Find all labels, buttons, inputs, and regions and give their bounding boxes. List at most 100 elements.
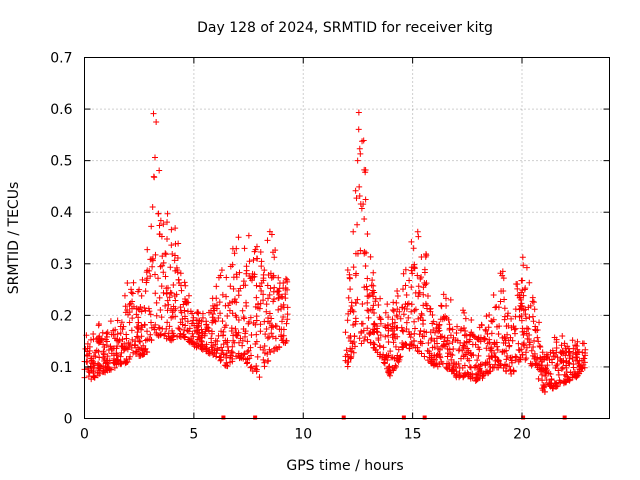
data-point: [563, 358, 570, 365]
data-point: [403, 306, 410, 313]
data-point: [160, 269, 167, 276]
data-point: [216, 299, 223, 306]
data-point: [392, 335, 399, 342]
data-point: [280, 304, 287, 311]
data-point: [228, 325, 235, 332]
y-tick-labels: 0 0.1 0.2 0.3 0.4 0.5 0.6 0.7: [50, 51, 72, 428]
data-point: [506, 363, 513, 370]
data-point: [530, 343, 537, 350]
data-point: [143, 348, 150, 355]
data-point: [264, 237, 271, 244]
data-point: [126, 301, 133, 308]
data-point: [223, 339, 230, 346]
data-point: [253, 294, 260, 301]
data-point: [566, 360, 573, 367]
data-point: [355, 126, 362, 133]
data-point: [389, 334, 396, 341]
data-point: [579, 340, 586, 347]
data-point: [487, 368, 494, 375]
data-point: [390, 299, 397, 306]
x-tick-label: 10: [294, 427, 312, 443]
data-point: [563, 368, 570, 375]
data-point: [400, 328, 407, 335]
data-point: [203, 321, 210, 328]
data-point: [470, 333, 477, 340]
data-point: [433, 335, 440, 342]
data-point: [266, 291, 273, 298]
data-point: [512, 306, 519, 313]
data-point: [133, 305, 140, 312]
data-point: [232, 312, 239, 319]
data-point: [481, 335, 488, 342]
data-point: [263, 301, 270, 308]
data-point: [444, 337, 451, 344]
data-point: [351, 343, 358, 350]
data-point: [258, 287, 265, 294]
data-point: [548, 382, 555, 389]
data-point: [191, 340, 198, 347]
data-point: [145, 305, 152, 312]
data-point: [240, 355, 247, 362]
data-point: [247, 314, 254, 321]
data-point: [395, 346, 402, 353]
data-point: [382, 333, 389, 340]
data-point: [131, 342, 138, 349]
data-point: [128, 327, 135, 334]
y-tick-label: 0.3: [50, 257, 72, 273]
data-point: [436, 351, 443, 358]
data-point: [155, 324, 162, 331]
data-point: [469, 341, 476, 348]
data-point: [284, 316, 291, 323]
data-point: [219, 291, 226, 298]
data-point: [173, 291, 180, 298]
data-point: [166, 294, 173, 301]
data-point: [458, 355, 465, 362]
data-point: [270, 298, 277, 305]
data-point: [170, 281, 177, 288]
data-point: [382, 324, 389, 331]
data-point: [453, 330, 460, 337]
data-point: [254, 353, 261, 360]
data-point: [468, 316, 475, 323]
data-point: [164, 319, 171, 326]
data-point: [475, 334, 482, 341]
data-point: [100, 350, 107, 357]
data-point: [155, 210, 162, 217]
data-point: [278, 332, 285, 339]
data-point: [552, 353, 559, 360]
data-point: [502, 361, 509, 368]
data-point: [382, 354, 389, 361]
data-point: [248, 352, 255, 359]
data-point: [343, 347, 350, 354]
data-point: [172, 240, 179, 247]
data-point: [464, 369, 471, 376]
data-point: [274, 346, 281, 353]
data-point: [278, 337, 285, 344]
data-point: [355, 109, 362, 116]
data-point: [214, 338, 221, 345]
data-point: [478, 322, 485, 329]
data-point: [152, 251, 159, 258]
data-point: [261, 267, 268, 274]
data-point: [409, 270, 416, 277]
data-point: [271, 254, 278, 261]
data-point: [280, 279, 287, 286]
data-point: [144, 246, 151, 253]
data-point: [255, 301, 262, 308]
data-point: [258, 263, 265, 270]
data-point: [242, 356, 249, 363]
data-point: [266, 310, 273, 317]
data-point: [156, 167, 163, 174]
data-point: [518, 317, 525, 324]
data-point: [446, 325, 453, 332]
data-point: [362, 262, 369, 269]
data-point: [403, 292, 410, 299]
data-point: [497, 361, 504, 368]
data-point: [187, 308, 194, 315]
data-point: [397, 353, 404, 360]
data-point: [262, 331, 269, 338]
data-point: [456, 374, 463, 381]
data-point: [219, 347, 226, 354]
zero-marker: [253, 415, 258, 420]
data-point: [553, 336, 560, 343]
